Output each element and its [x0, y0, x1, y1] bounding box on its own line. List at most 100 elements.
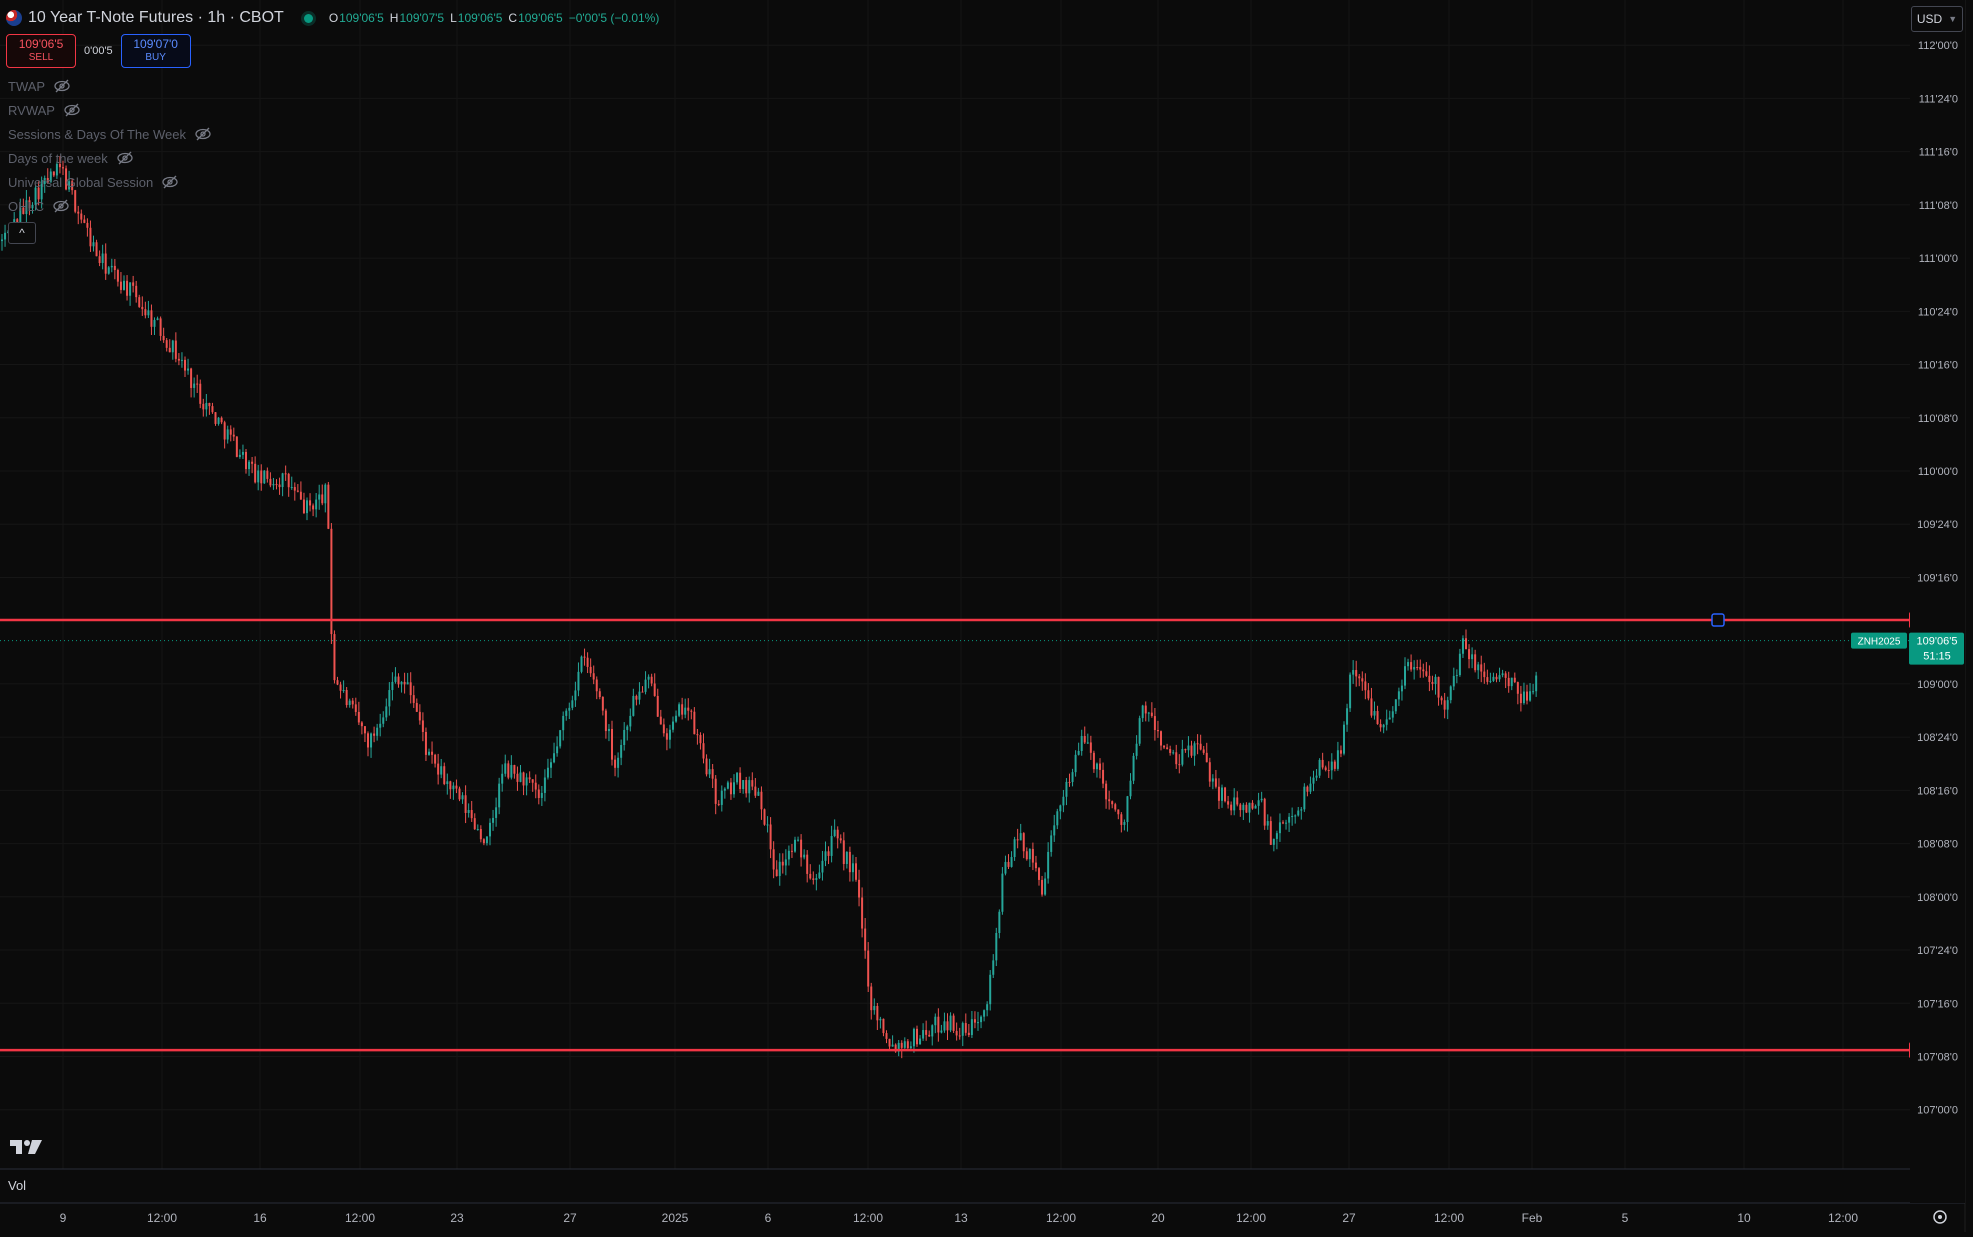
- indicator-ohlc[interactable]: OHLC: [8, 194, 212, 218]
- candle-body: [790, 850, 793, 852]
- close-value: 109'06'5: [518, 11, 563, 25]
- candle-body: [574, 690, 577, 701]
- eye-hidden-icon[interactable]: [63, 103, 81, 117]
- candle-body: [812, 878, 815, 880]
- chevron-down-icon: ▼: [1948, 14, 1958, 24]
- time-tick-label: 12:00: [1046, 1211, 1076, 1225]
- sell-button[interactable]: 109'06'5 SELL: [6, 34, 76, 68]
- last-price-tag: [1909, 632, 1964, 665]
- indicator-rvwap[interactable]: RVWAP: [8, 98, 212, 122]
- candle-body: [1285, 822, 1288, 824]
- candle-body: [818, 872, 821, 879]
- candle-body: [373, 733, 376, 736]
- candle-body: [1474, 654, 1477, 671]
- time-tick-label: 16: [253, 1211, 267, 1225]
- candle-body: [260, 470, 263, 484]
- candle-body: [98, 256, 101, 264]
- candle-body: [104, 253, 107, 274]
- candle-body: [269, 478, 272, 486]
- candle-body: [827, 851, 830, 856]
- candle-body: [4, 232, 7, 240]
- candle-body: [641, 691, 644, 693]
- candle-body: [1306, 786, 1309, 792]
- candle-body: [967, 1032, 970, 1035]
- candle-body: [650, 676, 653, 684]
- symbol-title[interactable]: 10 Year T-Note Futures · 1h · CBOT: [28, 9, 284, 26]
- candle-body: [1410, 662, 1413, 670]
- price-tick-label: 110'08'0: [1918, 413, 1958, 425]
- buy-label: BUY: [145, 52, 166, 63]
- candle-body: [1236, 797, 1239, 805]
- price-tick-label: 107'00'0: [1917, 1105, 1958, 1117]
- candle-body: [281, 473, 284, 488]
- market-status-icon[interactable]: [303, 13, 313, 23]
- candle-body: [162, 335, 165, 341]
- candle-body: [531, 779, 534, 783]
- candle-body: [766, 824, 769, 826]
- candle-body: [906, 1041, 909, 1049]
- candle-body: [1251, 802, 1254, 809]
- candle-body: [1391, 711, 1394, 718]
- candle-body: [119, 281, 122, 290]
- price-axis[interactable]: 112'00'0 111'24'0 111'16'0 111'08'0 111'00'0…: [1910, 0, 1965, 1203]
- candle-body: [336, 680, 339, 685]
- time-axis[interactable]: 9 12:00 16 12:00 23 27 2025 6 12:00 13 12:00 20 12:0…: [60, 1211, 1859, 1225]
- candle-body: [656, 695, 659, 717]
- volume-pane-label[interactable]: Vol: [8, 1178, 27, 1193]
- candle-body: [16, 219, 19, 224]
- eye-hidden-icon[interactable]: [116, 151, 134, 165]
- candle-body: [1309, 783, 1312, 792]
- candle-body: [1400, 685, 1403, 692]
- candle-body: [983, 1010, 986, 1017]
- candle-body: [248, 461, 251, 470]
- candle-body: [510, 765, 513, 778]
- candle-body: [1105, 783, 1108, 800]
- candle-body: [1465, 638, 1467, 650]
- candle-body: [1425, 671, 1428, 676]
- candle-body: [1486, 677, 1489, 682]
- candle-body: [1022, 833, 1025, 852]
- time-tick-label: 5: [1622, 1211, 1629, 1225]
- candle-body: [1526, 691, 1528, 701]
- eye-hidden-icon[interactable]: [161, 175, 179, 189]
- indicator-sessions[interactable]: Sessions & Days Of The Week: [8, 122, 212, 146]
- currency-select[interactable]: USD ▼: [1911, 6, 1963, 32]
- candle-body: [1349, 674, 1352, 709]
- indicator-days-of-week[interactable]: Days of the week: [8, 146, 212, 170]
- candle-body: [1181, 749, 1184, 765]
- candle-body: [665, 733, 668, 740]
- price-tick-label: 108'00'0: [1917, 892, 1958, 904]
- candle-body: [470, 810, 473, 819]
- candle-body: [568, 707, 571, 711]
- buy-button[interactable]: 109'07'0 BUY: [120, 34, 191, 68]
- collapse-legend-button[interactable]: ^: [8, 222, 36, 244]
- candle-body: [1044, 878, 1047, 895]
- candle-body: [1193, 743, 1196, 756]
- candle-body: [1092, 752, 1095, 770]
- candle-body: [681, 704, 684, 715]
- settings-icon[interactable]: [1933, 1210, 1947, 1224]
- candle-body: [757, 791, 760, 796]
- candle-body: [83, 219, 86, 223]
- eye-hidden-icon[interactable]: [53, 79, 71, 93]
- candle-body: [40, 183, 43, 200]
- candle-body: [400, 681, 403, 685]
- tradingview-logo-icon[interactable]: [10, 1138, 44, 1161]
- candle-body: [1230, 804, 1233, 811]
- eye-hidden-icon[interactable]: [194, 127, 212, 141]
- candle-body: [958, 1035, 961, 1037]
- candle-body: [803, 854, 806, 858]
- drawing-handle[interactable]: [1711, 613, 1725, 627]
- candle-body: [379, 723, 382, 728]
- candle-body: [1007, 861, 1010, 867]
- eye-hidden-icon[interactable]: [52, 199, 70, 213]
- indicator-global-session[interactable]: Universal Global Session: [8, 170, 212, 194]
- candle-body: [272, 484, 275, 486]
- indicator-twap[interactable]: TWAP: [8, 74, 212, 98]
- candle-body: [1160, 731, 1162, 746]
- candle-body: [1461, 638, 1464, 654]
- time-tick-label: 27: [1342, 1211, 1356, 1225]
- candle-body: [562, 715, 565, 731]
